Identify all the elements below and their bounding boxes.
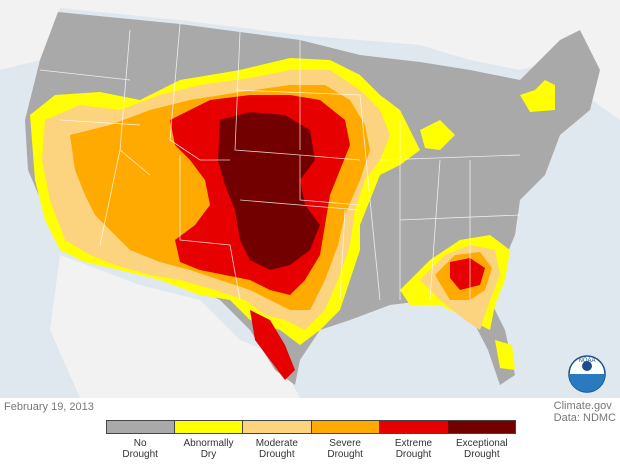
region-exceptional-drought — [218, 112, 320, 270]
credit-block: Climate.gov Data: NDMC — [554, 400, 616, 424]
legend-swatch-abnormally-dry — [175, 421, 244, 433]
legend-label-moderate-drought: Moderate Drought — [255, 438, 298, 460]
map-date: February 19, 2013 — [4, 401, 94, 413]
legend-swatch-severe-drought — [311, 421, 380, 433]
legend-bar — [106, 420, 516, 434]
noaa-logo: NOAA — [568, 355, 606, 393]
legend-label-abnormally-dry: Abnormally Dry — [183, 438, 234, 460]
drought-map: NOAA — [0, 0, 620, 398]
canada-land — [0, 0, 620, 120]
mexico-land — [50, 255, 300, 398]
legend-label-extreme-drought: Extreme Drought — [394, 438, 433, 460]
legend-label-severe-drought: Severe Drought — [327, 438, 363, 460]
region-abnormally-dry-ne — [520, 80, 555, 112]
region-abnormally-dry-mi — [420, 120, 455, 150]
region-extreme-drought-tx — [250, 310, 295, 380]
legend-swatch-extreme-drought — [379, 421, 448, 433]
legend-label-no-drought: No Drought — [122, 438, 158, 460]
legend-label-exceptional-drought: Exceptional Drought — [455, 438, 508, 460]
credit-source: Data: NDMC — [553, 412, 616, 424]
legend-labels: No Drought Abnormally Dry Moderate Droug… — [106, 438, 516, 460]
credit-site: Climate.gov — [553, 400, 612, 412]
legend-swatch-moderate-drought — [243, 421, 312, 433]
region-abnormally-dry-fl — [495, 340, 515, 370]
region-extreme-drought-ga — [450, 258, 485, 290]
state-borders — [39, 23, 521, 301]
legend: No Drought Abnormally Dry Moderate Droug… — [106, 420, 516, 460]
us-drought-map-svg: NOAA — [0, 0, 620, 398]
legend-swatch-no-drought — [107, 421, 176, 433]
noaa-logo-text: NOAA — [578, 358, 595, 364]
legend-swatch-exceptional-drought — [447, 421, 516, 433]
